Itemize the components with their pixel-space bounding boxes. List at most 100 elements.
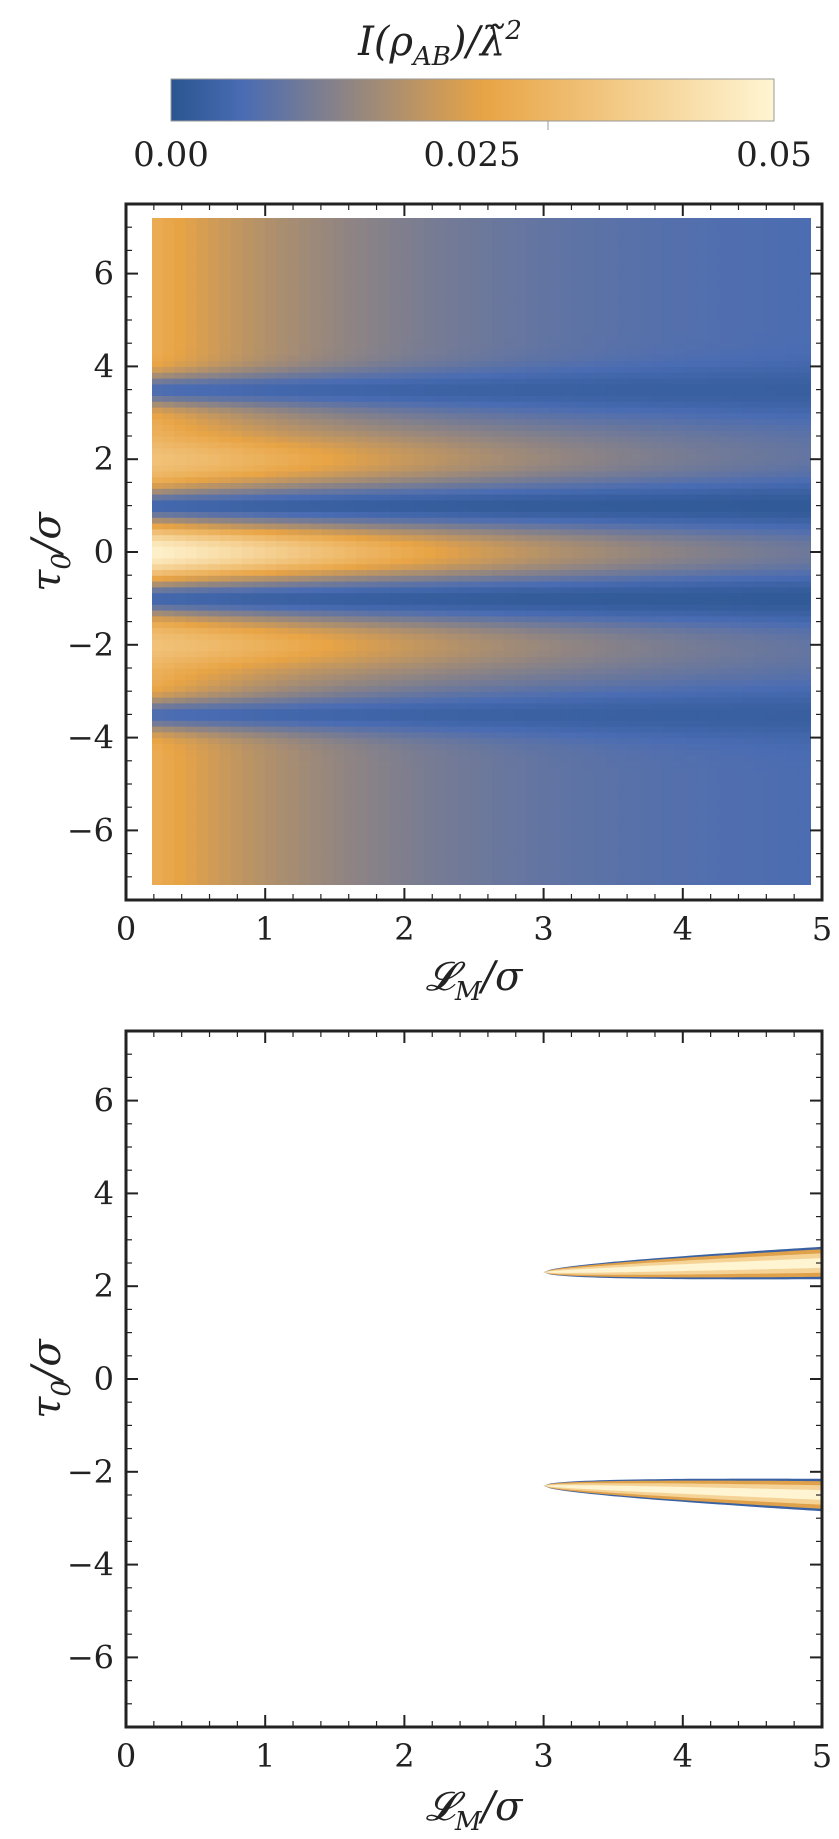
- heatmap-cell: [185, 383, 198, 391]
- heatmap-cell: [208, 772, 221, 779]
- heatmap-cell: [162, 256, 175, 263]
- heatmap-cell: [185, 389, 198, 396]
- heatmap-cell: [583, 436, 596, 443]
- heatmap-cell: [560, 842, 573, 849]
- heatmap-cell: [162, 528, 175, 536]
- heatmap-cell: [276, 673, 289, 681]
- heatmap-cell: [162, 233, 175, 240]
- heatmap-cell: [583, 279, 596, 286]
- heatmap-cell: [537, 308, 550, 315]
- heatmap-cell: [321, 598, 334, 605]
- heatmap-cell: [549, 325, 562, 333]
- heatmap-cell: [299, 610, 312, 617]
- heatmap-cell: [469, 441, 482, 449]
- heatmap-cell: [242, 482, 255, 489]
- heatmap-cell: [208, 418, 221, 425]
- heatmap-cell: [276, 859, 289, 866]
- heatmap-cell: [435, 853, 448, 860]
- heatmap-cell: [526, 227, 539, 234]
- heatmap-cell: [549, 343, 562, 350]
- heatmap-cell: [264, 708, 277, 715]
- heatmap-cell: [310, 772, 323, 779]
- heatmap-cell: [549, 621, 562, 628]
- heatmap-cell: [299, 546, 312, 553]
- heatmap-cell: [276, 743, 289, 750]
- heatmap-cell: [571, 673, 584, 681]
- heatmap-cell: [310, 737, 323, 744]
- heatmap-cell: [196, 569, 209, 576]
- heatmap-cell: [264, 465, 277, 472]
- heatmap-cell: [560, 824, 573, 831]
- heatmap-cell: [185, 244, 198, 251]
- heatmap-cell: [230, 621, 243, 628]
- heatmap-cell: [230, 378, 243, 385]
- heatmap-cell: [571, 552, 584, 559]
- heatmap-cell: [333, 801, 346, 808]
- heatmap-cell: [230, 296, 243, 304]
- heatmap-cell: [310, 673, 323, 681]
- heatmap-cell: [310, 581, 323, 588]
- heatmap-cell: [355, 337, 368, 344]
- heatmap-cell: [446, 476, 459, 483]
- heatmap-cell: [208, 801, 221, 808]
- heatmap-cell: [355, 871, 368, 878]
- heatmap-cell: [594, 882, 607, 885]
- heatmap-cell: [264, 679, 277, 686]
- heatmap-cell: [355, 639, 368, 646]
- heatmap-cell: [208, 778, 221, 785]
- heatmap-cell: [458, 830, 471, 837]
- heatmap-cell: [390, 621, 402, 628]
- heatmap-cell: [276, 662, 289, 669]
- heatmap-cell: [253, 441, 266, 449]
- heatmap-cell: [435, 534, 448, 541]
- heatmap-cell: [152, 488, 164, 495]
- heatmap-cell: [503, 772, 516, 779]
- heatmap-cell: [458, 656, 471, 663]
- heatmap-cell: [571, 621, 584, 628]
- heatmap-cell: [264, 262, 277, 269]
- heatmap-cell: [208, 697, 221, 704]
- heatmap-cell: [526, 795, 539, 802]
- heatmap-cell: [299, 708, 312, 715]
- heatmap-cell: [469, 737, 482, 744]
- heatmap-cell: [424, 610, 437, 617]
- heatmap-cell: [196, 726, 209, 733]
- heatmap-cell: [503, 691, 516, 698]
- heatmap-cell: [515, 569, 528, 576]
- heatmap-cell: [253, 540, 266, 547]
- heatmap-cell: [594, 523, 607, 530]
- heatmap-cell: [503, 354, 516, 362]
- heatmap-cell: [446, 360, 459, 367]
- heatmap-cell: [537, 233, 550, 240]
- heatmap-cell: [344, 476, 357, 483]
- heatmap-cell: [162, 772, 175, 779]
- heatmap-cell: [152, 372, 164, 379]
- heatmap-cell: [458, 308, 471, 315]
- heatmap-cell: [401, 256, 414, 263]
- heatmap-cell: [355, 285, 368, 292]
- heatmap-cell: [185, 598, 198, 605]
- heatmap-cell: [549, 238, 562, 246]
- heatmap-cell: [219, 882, 232, 885]
- heatmap-cell: [515, 227, 528, 234]
- heatmap-cell: [480, 453, 493, 460]
- heatmap-cell: [185, 447, 198, 454]
- heatmap-cell: [571, 523, 584, 530]
- heatmap-cell: [560, 755, 573, 762]
- heatmap-cell: [458, 685, 471, 692]
- heatmap-cell: [242, 650, 255, 657]
- heatmap-cell: [355, 708, 368, 715]
- heatmap-cell: [152, 824, 164, 831]
- heatmap-cell: [390, 383, 402, 391]
- heatmap-cell: [412, 604, 425, 611]
- heatmap-cell: [333, 308, 346, 315]
- heatmap-cell: [435, 383, 448, 391]
- heatmap-cell: [492, 366, 505, 373]
- heatmap-cell: [480, 256, 493, 263]
- heatmap-cell: [276, 308, 289, 315]
- heatmap-cell: [219, 401, 232, 408]
- heatmap-cell: [412, 482, 425, 489]
- heatmap-cell: [583, 743, 596, 750]
- heatmap-cell: [537, 581, 550, 588]
- heatmap-cell: [253, 836, 266, 843]
